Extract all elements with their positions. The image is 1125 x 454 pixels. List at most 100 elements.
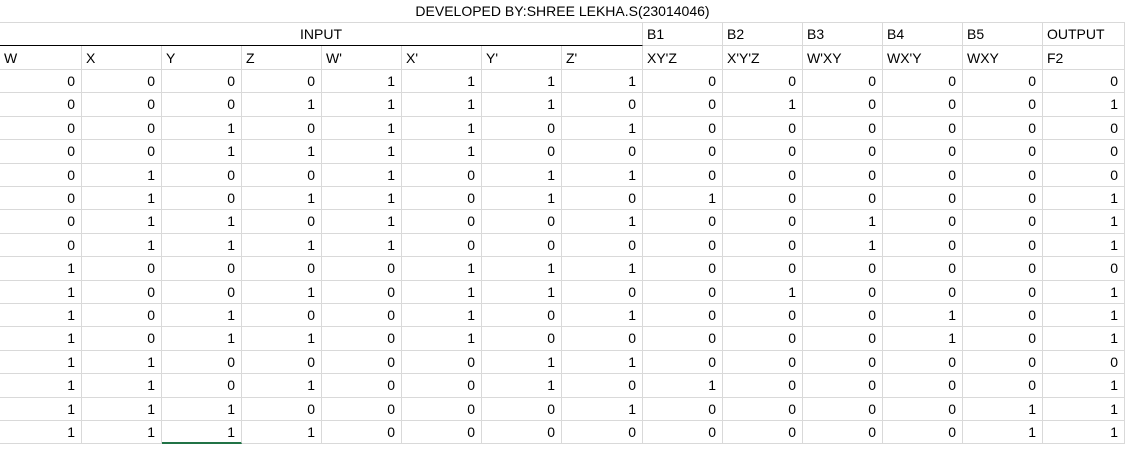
cell-r10-c8[interactable]: 0: [562, 280, 643, 304]
cell-r8-c2[interactable]: 1: [82, 233, 162, 258]
cell-r11-c9[interactable]: 0: [643, 304, 723, 328]
cell-r3-c10[interactable]: 0: [723, 116, 803, 141]
group-b4[interactable]: B4: [883, 23, 963, 46]
cell-r11-c1[interactable]: 1: [0, 304, 82, 328]
cell-r15-c6[interactable]: 0: [402, 397, 482, 421]
cell-r3-c1[interactable]: 0: [0, 116, 82, 141]
cell-r6-c1[interactable]: 0: [0, 187, 82, 211]
cell-r6-c10[interactable]: 0: [723, 187, 803, 211]
cell-r5-c12[interactable]: 0: [883, 163, 963, 187]
cell-r10-c13[interactable]: 0: [963, 280, 1043, 304]
cell-r1-c4[interactable]: 0: [242, 70, 322, 94]
cell-r16-c14[interactable]: 1: [1043, 421, 1125, 445]
cell-r8-c1[interactable]: 0: [0, 233, 82, 258]
cell-r7-c7[interactable]: 0: [482, 210, 562, 234]
cell-r3-c4[interactable]: 0: [242, 116, 322, 141]
cell-r13-c11[interactable]: 0: [803, 350, 883, 375]
cell-r9-c4[interactable]: 0: [242, 257, 322, 281]
cell-r10-c3[interactable]: 0: [162, 280, 242, 304]
cell-r3-c12[interactable]: 0: [883, 116, 963, 141]
cell-r12-c10[interactable]: 0: [723, 327, 803, 351]
cell-r10-c11[interactable]: 0: [803, 280, 883, 304]
cell-r1-c9[interactable]: 0: [643, 70, 723, 94]
column-header-10[interactable]: W'XY: [803, 46, 883, 70]
cell-r3-c2[interactable]: 0: [82, 116, 162, 141]
cell-r14-c5[interactable]: 0: [322, 374, 402, 398]
group-b2[interactable]: B2: [723, 23, 803, 46]
cell-r7-c3[interactable]: 1: [162, 210, 242, 234]
cell-r15-c10[interactable]: 0: [723, 397, 803, 421]
cell-r8-c11[interactable]: 1: [803, 233, 883, 258]
cell-r2-c8[interactable]: 0: [562, 93, 643, 117]
cell-r16-c5[interactable]: 0: [322, 421, 402, 445]
cell-r6-c6[interactable]: 0: [402, 187, 482, 211]
cell-r1-c6[interactable]: 1: [402, 70, 482, 94]
cell-r5-c6[interactable]: 0: [402, 163, 482, 187]
cell-r6-c5[interactable]: 1: [322, 187, 402, 211]
cell-r4-c7[interactable]: 0: [482, 140, 562, 164]
column-header-6[interactable]: Y': [482, 46, 562, 70]
column-header-3[interactable]: Z: [242, 46, 322, 70]
cell-r3-c8[interactable]: 1: [562, 116, 643, 141]
cell-r8-c10[interactable]: 0: [723, 233, 803, 258]
cell-r16-c11[interactable]: 0: [803, 421, 883, 445]
cell-r5-c3[interactable]: 0: [162, 163, 242, 187]
cell-r13-c9[interactable]: 0: [643, 350, 723, 375]
cell-r2-c7[interactable]: 1: [482, 93, 562, 117]
cell-r2-c2[interactable]: 0: [82, 93, 162, 117]
cell-r8-c12[interactable]: 0: [883, 233, 963, 258]
cell-r6-c3[interactable]: 0: [162, 187, 242, 211]
cell-r4-c6[interactable]: 1: [402, 140, 482, 164]
cell-r12-c2[interactable]: 0: [82, 327, 162, 351]
cell-r14-c11[interactable]: 0: [803, 374, 883, 398]
cell-r1-c14[interactable]: 0: [1043, 70, 1125, 94]
cell-r14-c14[interactable]: 1: [1043, 374, 1125, 398]
cell-r7-c6[interactable]: 0: [402, 210, 482, 234]
cell-r14-c3[interactable]: 0: [162, 374, 242, 398]
cell-r14-c8[interactable]: 0: [562, 374, 643, 398]
cell-r1-c13[interactable]: 0: [963, 70, 1043, 94]
cell-r14-c12[interactable]: 0: [883, 374, 963, 398]
cell-r15-c14[interactable]: 1: [1043, 397, 1125, 421]
column-header-11[interactable]: WX'Y: [883, 46, 963, 70]
cell-r12-c5[interactable]: 0: [322, 327, 402, 351]
cell-r9-c9[interactable]: 0: [643, 257, 723, 281]
cell-r14-c4[interactable]: 1: [242, 374, 322, 398]
cell-r8-c4[interactable]: 1: [242, 233, 322, 258]
column-header-8[interactable]: XY'Z: [643, 46, 723, 70]
cell-r2-c3[interactable]: 0: [162, 93, 242, 117]
cell-r3-c14[interactable]: 0: [1043, 116, 1125, 141]
cell-r9-c6[interactable]: 1: [402, 257, 482, 281]
cell-r6-c8[interactable]: 0: [562, 187, 643, 211]
group-b3[interactable]: B3: [803, 23, 883, 46]
cell-r5-c9[interactable]: 0: [643, 163, 723, 187]
cell-r5-c10[interactable]: 0: [723, 163, 803, 187]
cell-r11-c13[interactable]: 0: [963, 304, 1043, 328]
cell-r2-c6[interactable]: 1: [402, 93, 482, 117]
cell-r4-c14[interactable]: 0: [1043, 140, 1125, 164]
cell-r14-c7[interactable]: 1: [482, 374, 562, 398]
cell-r14-c9[interactable]: 1: [643, 374, 723, 398]
cell-r2-c11[interactable]: 0: [803, 93, 883, 117]
cell-r11-c5[interactable]: 0: [322, 304, 402, 328]
cell-r4-c11[interactable]: 0: [803, 140, 883, 164]
cell-r12-c9[interactable]: 0: [643, 327, 723, 351]
group-output[interactable]: OUTPUT: [1043, 23, 1125, 46]
cell-r15-c9[interactable]: 0: [643, 397, 723, 421]
cell-r11-c11[interactable]: 0: [803, 304, 883, 328]
cell-r3-c13[interactable]: 0: [963, 116, 1043, 141]
cell-r16-c8[interactable]: 0: [562, 421, 643, 445]
cell-r3-c11[interactable]: 0: [803, 116, 883, 141]
cell-r6-c11[interactable]: 0: [803, 187, 883, 211]
cell-r6-c13[interactable]: 0: [963, 187, 1043, 211]
cell-r7-c1[interactable]: 0: [0, 210, 82, 234]
cell-r2-c13[interactable]: 0: [963, 93, 1043, 117]
cell-r7-c5[interactable]: 1: [322, 210, 402, 234]
cell-r15-c8[interactable]: 1: [562, 397, 643, 421]
cell-r4-c13[interactable]: 0: [963, 140, 1043, 164]
cell-r5-c7[interactable]: 1: [482, 163, 562, 187]
group-input[interactable]: INPUT: [0, 23, 643, 46]
cell-r12-c11[interactable]: 0: [803, 327, 883, 351]
cell-r10-c6[interactable]: 1: [402, 280, 482, 304]
column-header-5[interactable]: X': [402, 46, 482, 70]
